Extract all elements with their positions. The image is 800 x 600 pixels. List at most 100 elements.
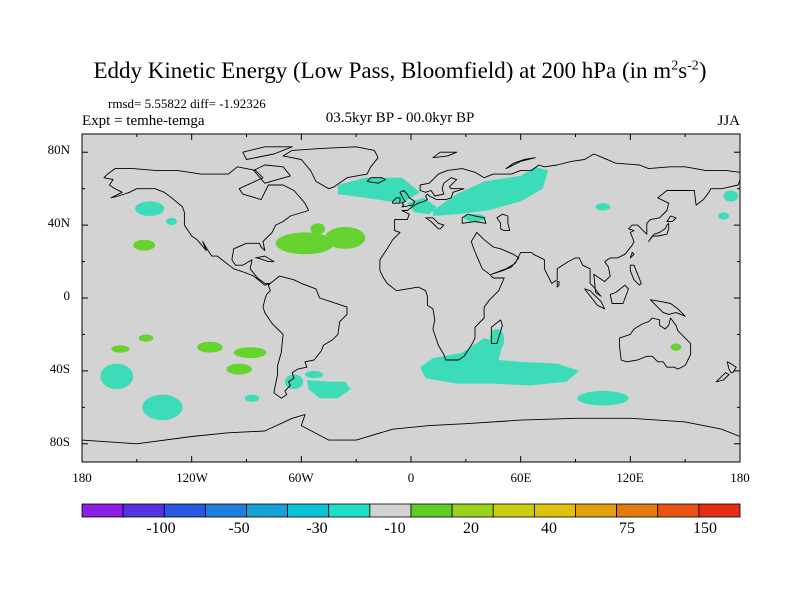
experiment-label: Expt = temhe-temga xyxy=(82,113,205,129)
colorbar-swatch-11 xyxy=(533,503,576,518)
coastline-italy xyxy=(425,217,445,230)
colorbar-swatch-10 xyxy=(492,503,535,518)
title-main: Eddy Kinetic Energy (Low Pass, Bloomfiel… xyxy=(93,58,672,83)
anomaly-positive-28 xyxy=(670,343,682,351)
lon-label-120e: 120E xyxy=(616,470,644,485)
coastline-antarctica xyxy=(81,414,741,445)
lat-label-80n: 80N xyxy=(47,142,70,157)
anomaly-negative-22 xyxy=(244,394,260,402)
anomaly-negative-11 xyxy=(723,190,739,202)
anomaly-positive-3 xyxy=(275,232,335,255)
anomaly-positive-2 xyxy=(133,239,156,251)
colorbar-swatch-9 xyxy=(451,503,494,518)
colorbar-swatch-14 xyxy=(657,503,700,518)
anomaly-positive-5 xyxy=(310,223,326,235)
anomaly-layer xyxy=(100,166,739,421)
colorbar-swatch-5 xyxy=(287,503,330,518)
lon-label-60e: 60E xyxy=(510,470,532,485)
coastline-novaya-zemlya xyxy=(505,157,536,170)
colorbar-label-20: 20 xyxy=(463,520,479,537)
colorbar-swatch-0 xyxy=(81,503,124,518)
lat-label-80s: 80S xyxy=(49,434,70,449)
coastline-north-america xyxy=(103,166,310,286)
anomaly-negative-27 xyxy=(577,390,629,406)
coastline-sumatra xyxy=(584,288,606,310)
coastline-afro-eurasia xyxy=(379,153,741,361)
coastline-borneo xyxy=(609,284,629,304)
anomaly-negative-24 xyxy=(420,338,580,386)
anomaly-positive-15 xyxy=(197,341,223,353)
coastline-sri-lanka xyxy=(556,281,560,288)
colorbar-label-neg50: -50 xyxy=(228,520,250,537)
anomaly-positive-13 xyxy=(111,345,130,353)
anomaly-negative-1 xyxy=(166,217,178,226)
coastline-philippines xyxy=(629,264,642,286)
anomaly-negative-25 xyxy=(474,363,519,379)
colorbar-label-75: 75 xyxy=(619,520,635,537)
coastline-baffin-island xyxy=(253,164,291,184)
anomaly-negative-7 xyxy=(432,166,549,216)
coastline-caspian-sea xyxy=(496,213,511,232)
anomaly-positive-17 xyxy=(226,363,252,375)
period-label: 03.5kyr BP - 00.0kyr BP xyxy=(325,110,475,126)
coastline-cuba xyxy=(255,255,275,263)
rmsd-diff-stats: rmsd= 5.55822 diff= -1.92326 xyxy=(108,96,266,111)
title-close: ) xyxy=(698,58,707,83)
lat-label-0: 0 xyxy=(63,288,71,303)
map-background xyxy=(82,134,740,462)
anomaly-negative-26 xyxy=(489,328,505,351)
colorbar-swatch-1 xyxy=(122,503,165,518)
coastline-madagascar xyxy=(490,319,503,345)
anomaly-negative-6 xyxy=(337,177,421,204)
colorbar xyxy=(81,503,741,518)
colorbar-label-150: 150 xyxy=(693,520,717,537)
title-sup-2: -2 xyxy=(687,58,699,74)
coastline-greenland xyxy=(282,146,379,190)
lon-label-60w: 60W xyxy=(288,470,314,485)
coastline-svalbard xyxy=(432,151,458,159)
coastline-layer xyxy=(81,146,741,445)
anomaly-negative-23 xyxy=(306,380,351,399)
lon-label-0: 0 xyxy=(407,470,415,485)
anomaly-negative-20 xyxy=(284,374,304,390)
colorbar-swatch-3 xyxy=(204,503,247,518)
anomaly-positive-14 xyxy=(138,334,154,342)
colorbar-label-neg100: -100 xyxy=(146,520,176,537)
lat-label-40n: 40N xyxy=(47,215,70,230)
title-sup-1: 2 xyxy=(671,58,679,74)
colorbar-swatch-8 xyxy=(410,503,453,518)
lon-label-180e: 180 xyxy=(730,470,750,485)
anomaly-negative-12 xyxy=(718,212,730,220)
colorbar-swatch-6 xyxy=(328,503,371,518)
colorbar-swatch-4 xyxy=(246,503,289,518)
colorbar-label-neg30: -30 xyxy=(306,520,328,537)
anomaly-negative-9 xyxy=(464,214,486,222)
coastline-hokkaido xyxy=(666,215,677,222)
coastline-new-zealand-south xyxy=(715,372,730,383)
coastline-new-zealand-north xyxy=(726,361,737,374)
anomaly-positive-16 xyxy=(233,347,267,359)
anomaly-negative-21 xyxy=(304,370,324,379)
colorbar-label-40: 40 xyxy=(541,520,557,537)
anomaly-positive-4 xyxy=(325,226,366,249)
colorbar-label-neg10: -10 xyxy=(384,520,406,537)
coastline-black-sea xyxy=(461,213,487,224)
coastline-great-britain xyxy=(399,190,416,208)
anomaly-negative-18 xyxy=(100,363,134,390)
colorbar-swatch-15 xyxy=(698,503,741,518)
coastline-japan xyxy=(648,222,670,242)
colorbar-swatch-13 xyxy=(616,503,659,518)
coastline-ireland xyxy=(392,197,401,204)
coastline-south-america xyxy=(262,275,348,399)
axis-ticks xyxy=(81,134,741,462)
coastline-new-guinea xyxy=(649,299,686,317)
coastline-ellesmere-island xyxy=(242,146,293,160)
coastline-iceland xyxy=(366,177,386,184)
season-label: JJA xyxy=(717,113,740,129)
colorbar-swatch-7 xyxy=(369,503,412,518)
anomaly-negative-0 xyxy=(135,201,165,216)
coastline-australia xyxy=(618,317,692,370)
anomaly-negative-10 xyxy=(595,203,611,211)
colorbar-swatch-2 xyxy=(163,503,206,518)
